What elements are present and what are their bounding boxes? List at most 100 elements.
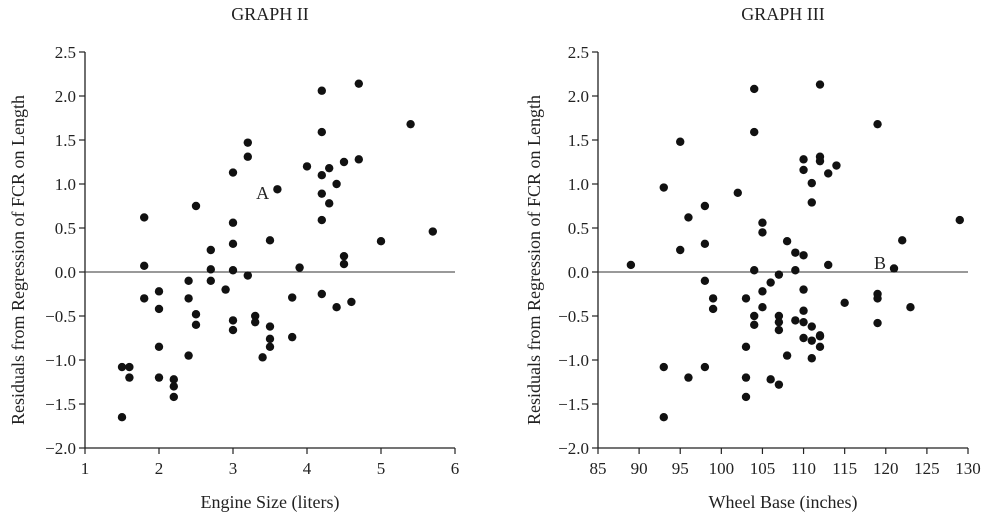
data-point [265, 322, 275, 331]
data-point [758, 228, 767, 237]
y-tick-label: −0.5 [45, 307, 76, 326]
x-tick-label: 105 [750, 459, 776, 478]
data-point [873, 294, 882, 303]
data-point [700, 201, 710, 211]
data-point [317, 171, 326, 180]
data-point [741, 392, 751, 402]
y-tick-label: 0.5 [55, 219, 76, 238]
data-point [815, 342, 825, 351]
data-point [741, 373, 751, 382]
data-point [807, 178, 816, 188]
data-point [154, 304, 164, 314]
data-point [758, 287, 767, 296]
y-tick-label: 0.5 [568, 219, 589, 238]
data-point [807, 198, 816, 207]
data-point [766, 375, 775, 384]
data-point [206, 245, 215, 255]
data-point [906, 303, 915, 312]
data-point [317, 215, 326, 225]
x-tick-label: 5 [377, 459, 386, 478]
x-tick-label: 90 [631, 459, 648, 478]
data-point [169, 375, 178, 384]
data-point [774, 311, 784, 321]
data-point [184, 351, 193, 360]
data-point [125, 362, 134, 372]
data-point [758, 218, 767, 227]
data-point [626, 260, 636, 270]
data-point [659, 183, 668, 192]
data-point [733, 188, 742, 197]
data-point [708, 294, 718, 303]
x-tick-label: 110 [791, 459, 816, 478]
x-tick-label: 115 [832, 459, 857, 478]
data-point [228, 239, 238, 249]
data-point [774, 317, 784, 327]
data-point [169, 382, 178, 391]
y-tick-label: −2.0 [558, 439, 589, 458]
data-point [873, 119, 882, 129]
data-point [376, 237, 386, 246]
data-point [325, 163, 334, 173]
data-point [265, 342, 275, 351]
data-point [221, 285, 230, 294]
data-point [750, 320, 759, 329]
data-point [228, 218, 238, 227]
data-point [347, 297, 356, 307]
data-point [288, 293, 297, 302]
data-point [799, 306, 808, 315]
x-tick-label: 4 [303, 459, 312, 478]
data-point [206, 276, 215, 285]
data-point [750, 266, 759, 275]
data-point [428, 227, 437, 236]
data-point [815, 332, 825, 341]
x-tick-label: 130 [955, 459, 981, 478]
data-point [955, 215, 964, 225]
data-point [807, 354, 816, 363]
chart-title: GRAPH II [231, 4, 309, 24]
chart-panel-2: GRAPH III −2.0 −1.5 −1.0 −0.5 0.0 0.5 1.0 1.5 2.0… [524, 4, 981, 513]
data-point [191, 201, 201, 211]
data-point [832, 161, 841, 170]
data-point [750, 311, 759, 321]
x-tick-label: 95 [672, 459, 689, 478]
data-point [799, 285, 808, 294]
point-annotation-label: A [256, 183, 269, 203]
y-tick-label: −1.5 [45, 395, 76, 414]
data-point [676, 137, 685, 146]
data-point [889, 264, 899, 273]
data-point [228, 168, 238, 177]
y-tick-label: 1.5 [568, 131, 589, 150]
x-tick-label: 2 [155, 459, 164, 478]
data-point [700, 239, 710, 249]
y-tick-label: −0.5 [558, 307, 589, 326]
data-point [799, 333, 808, 343]
y-tick-label: 2.5 [568, 43, 589, 62]
data-point [774, 325, 784, 335]
data-point [154, 287, 164, 296]
y-tick-label: 0.0 [568, 263, 589, 282]
data-point [807, 322, 816, 331]
data-point [302, 162, 312, 171]
chart-panel-1: GRAPH II −2.0 −1.5 −1.0 −0.5 0.0 0.5 1.0 1.5 2.0 2… [8, 4, 459, 513]
data-point [824, 169, 833, 178]
data-point [741, 342, 751, 351]
x-tick-label: 6 [451, 459, 460, 478]
x-tick-label: 120 [873, 459, 899, 478]
data-point [339, 157, 349, 167]
data-point [791, 248, 800, 257]
data-point [243, 138, 252, 147]
data-point [317, 189, 326, 198]
y-axis-label: Residuals from Regression of FCR on Leng… [8, 95, 28, 425]
data-point [406, 119, 415, 129]
y-tick-label: −1.5 [558, 395, 589, 414]
data-point [317, 127, 326, 137]
data-point [774, 380, 784, 389]
data-point [815, 80, 825, 89]
data-point [191, 310, 201, 319]
data-point [169, 392, 178, 402]
x-tick-label: 3 [229, 459, 238, 478]
data-point [824, 260, 833, 270]
data-point [741, 294, 751, 303]
y-tick-label: −1.0 [558, 351, 589, 370]
